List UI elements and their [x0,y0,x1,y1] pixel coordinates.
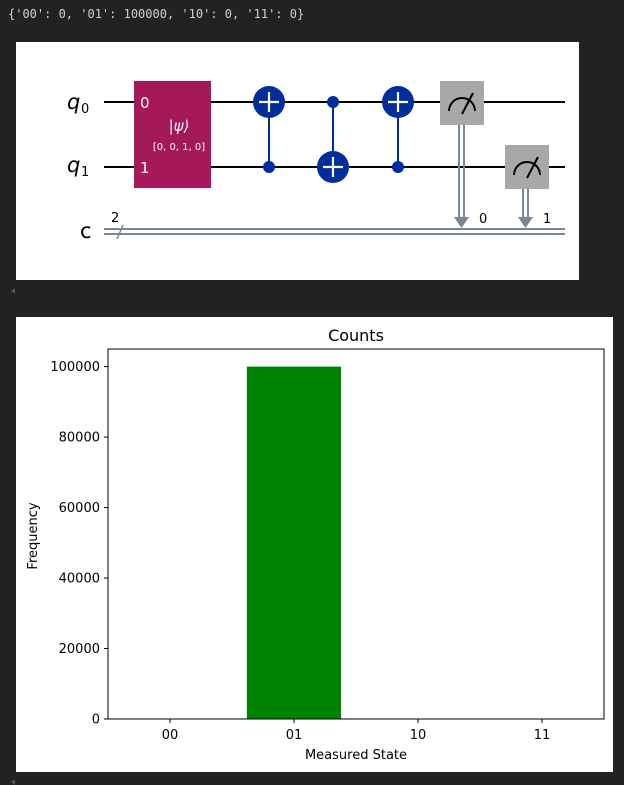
x-tick-label: 10 [410,728,427,743]
qubit-label-q1: q 1 [67,153,89,180]
x-tick-label: 11 [534,728,551,743]
scroll-left-indicator[interactable] [11,288,15,294]
svg-text:0: 0 [81,102,89,117]
y-axis-label: Frequency [26,502,41,569]
qubit-label-q0: q 0 [67,90,89,117]
measure-bit-label-1: 1 [543,212,551,227]
x-axis-label: Measured State [305,748,407,763]
y-tick-label: 60000 [59,501,100,516]
counts-histogram: Counts 0 20000 40000 60000 80000 100000 00 01 1… [16,317,613,772]
y-tick-label: 100000 [50,360,100,375]
y-tick-label: 20000 [59,642,100,657]
measure-gate-q1 [505,145,549,228]
svg-text:q: q [67,90,80,114]
histogram-svg: Counts 0 20000 40000 60000 80000 100000 00 01 1… [26,326,605,763]
svg-text:1: 1 [81,165,89,180]
output-text: {'00': 0, '01': 100000, '10': 0, '11': 0… [8,7,305,21]
measure-bit-label-0: 0 [479,212,487,227]
cnot-gate-2 [317,96,349,183]
classical-wire [104,224,565,240]
initialize-gate: 0 1 |ψ⟩ [0, 0, 1, 0] [134,81,211,188]
init-params: [0, 0, 1, 0] [153,142,205,153]
y-tick-label: 0 [92,713,100,728]
circuit-diagram: 2 q 0 q 1 c 0 1 |ψ⟩ [0, 0, 1, 0] [16,42,579,280]
circuit-svg: 2 q 0 q 1 c 0 1 |ψ⟩ [0, 0, 1, 0] [67,81,565,243]
scroll-left-indicator-2[interactable] [11,779,15,785]
x-tick-label: 00 [162,728,179,743]
classical-register-label: c [80,219,92,243]
cnot-gate-3 [382,86,414,173]
y-tick-label: 40000 [59,572,100,587]
init-port-1: 1 [140,159,150,177]
bar-01 [246,366,342,719]
init-port-0: 0 [140,94,150,112]
cnot-gate-1 [253,86,285,173]
measure-gate-q0 [440,81,484,228]
svg-text:q: q [67,153,80,177]
y-tick-label: 80000 [59,431,100,446]
init-symbol: |ψ⟩ [169,117,190,135]
x-tick-label: 01 [286,728,303,743]
classical-width-label: 2 [111,211,119,226]
plot-frame [107,348,605,720]
chart-title: Counts [328,326,384,345]
